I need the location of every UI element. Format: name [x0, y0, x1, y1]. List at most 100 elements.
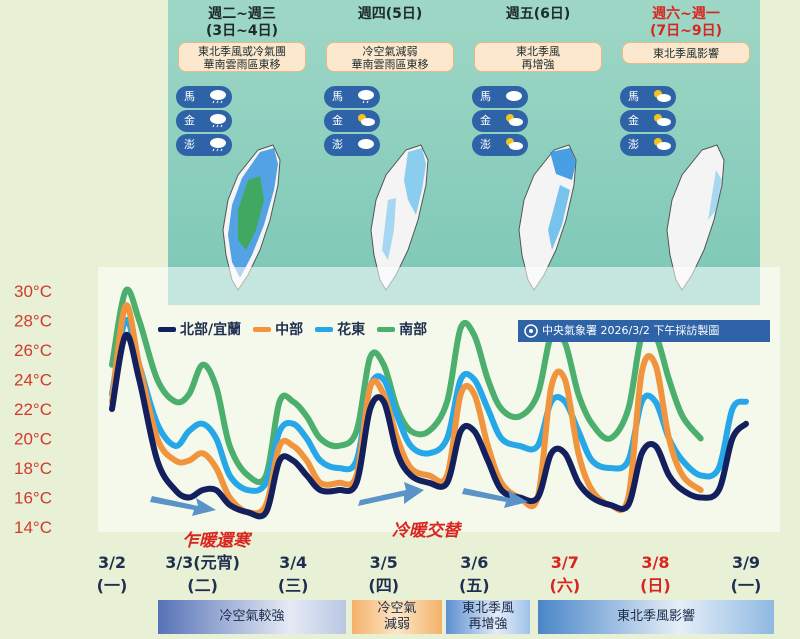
island-label: 馬	[480, 90, 491, 103]
island-penghu: 澎	[176, 134, 232, 156]
sun-cloud-icon	[504, 136, 524, 160]
desc-line2: 再增強	[521, 58, 555, 71]
island-kinmen: 金	[176, 110, 232, 132]
x-tick-day: (三)	[278, 576, 309, 595]
period-bar-4: 東北季風影響	[538, 600, 774, 634]
x-tick-day: (四)	[368, 576, 399, 595]
desc-line2: 華南雲雨區東移	[351, 58, 429, 71]
island-label: 馬	[184, 90, 195, 103]
island-label: 金	[332, 114, 343, 127]
source-text: 中央氣象署 2026/3/2 下午採訪製圖	[542, 324, 720, 337]
rain-cloud-icon	[208, 112, 228, 136]
y-tick-label: 22°C	[14, 400, 52, 419]
y-tick-label: 18°C	[14, 459, 52, 478]
x-tick-date: 3/9	[732, 553, 760, 572]
cloud-icon	[504, 88, 524, 112]
period-bar-2: 冷空氣 減弱	[352, 600, 442, 634]
island-matsu: 馬	[324, 86, 380, 108]
period-3: 週五(6日) 東北季風 再增強 馬 金 澎	[464, 0, 612, 305]
sun-cloud-icon	[652, 112, 672, 136]
island-penghu: 澎	[324, 134, 380, 156]
arrow-icon	[358, 482, 424, 506]
desc-line1: 東北季風影響	[653, 47, 719, 60]
desc-line2: 華南雲雨區東移	[203, 58, 281, 71]
legend-label: 中部	[275, 322, 304, 338]
cwa-logo-icon	[524, 324, 538, 346]
y-tick-label: 16°C	[14, 489, 52, 508]
x-tick-date: 3/5	[370, 553, 398, 572]
taiwan-map	[370, 144, 429, 291]
bar-label: 冷空氣	[377, 601, 417, 616]
y-tick-label: 24°C	[14, 371, 52, 390]
x-tick-day: (日)	[640, 576, 671, 595]
period-title: 週四(5日)	[316, 6, 464, 23]
period-title-line2: (3日~4日)	[205, 23, 278, 39]
period-bar-3: 東北季風 再增強	[446, 600, 530, 634]
legend-swatch	[158, 326, 176, 332]
island-kinmen: 金	[324, 110, 380, 132]
island-label: 金	[184, 114, 195, 127]
x-tick-date: 3/4	[279, 553, 307, 572]
taiwan-map	[222, 144, 281, 291]
rain-cloud-icon	[208, 88, 228, 112]
island-label: 金	[628, 114, 639, 127]
period-2: 週四(5日) 冷空氣減弱 華南雲雨區東移 馬 金 澎	[316, 0, 464, 305]
island-label: 馬	[628, 90, 639, 103]
legend-label: 南部	[399, 322, 428, 338]
period-4: 週六~週一 (7日~9日) 東北季風影響 馬 金 澎	[612, 0, 760, 305]
x-tick-day: (二)	[187, 576, 218, 595]
x-tick-day: (六)	[550, 576, 581, 595]
island-matsu: 馬	[472, 86, 528, 108]
period-bar-1: 冷空氣較強	[158, 600, 346, 634]
x-tick-date: 3/2	[98, 553, 126, 572]
legend-swatch	[253, 326, 272, 332]
sun-cloud-icon	[504, 112, 524, 136]
bar-label-line2: 減弱	[383, 617, 410, 632]
rain-cloud-icon	[208, 136, 228, 160]
y-tick-label: 26°C	[14, 341, 52, 360]
bar-label: 東北季風影響	[616, 609, 695, 624]
island-kinmen: 金	[620, 110, 676, 132]
desc-line1: 東北季風或冷氣團	[198, 45, 286, 58]
period-1: 週二~週三 (3日~4日) 東北季風或冷氣團 華南雲雨區東移 馬 金 澎	[168, 0, 316, 305]
source-credit: 中央氣象署 2026/3/2 下午採訪製圖	[518, 320, 770, 342]
period-description: 東北季風或冷氣團 華南雲雨區東移	[178, 42, 306, 72]
island-label: 馬	[332, 90, 343, 103]
bar-label: 東北季風	[461, 601, 514, 616]
period-description: 東北季風影響	[622, 42, 750, 64]
desc-line1: 冷空氣減弱	[362, 45, 418, 58]
x-tick-day: (五)	[459, 576, 490, 595]
desc-line1: 東北季風	[516, 45, 560, 58]
x-tick-day: (一)	[97, 576, 128, 595]
sun-cloud-icon	[652, 136, 672, 160]
note-left: 乍暖還寒	[182, 531, 250, 551]
island-label: 澎	[184, 138, 195, 151]
period-title-line1: 週四(5日)	[357, 6, 423, 22]
series-lines	[109, 286, 749, 520]
chart-legend: 北部/宜蘭 中部 花東 南部	[158, 318, 439, 340]
bar-label-line2: 再增強	[468, 617, 508, 632]
cloud-icon	[356, 136, 376, 160]
period-description: 東北季風 再增強	[474, 42, 602, 72]
x-tick-date: 3/7	[551, 553, 579, 572]
x-tick-date: 3/8	[641, 553, 669, 572]
legend-label: 北部/宜蘭	[180, 322, 242, 338]
y-tick-label: 30°C	[14, 282, 52, 301]
y-axis: 14°C 16°C 18°C 20°C 22°C 24°C 26°C 28°C 30°C	[14, 282, 52, 537]
island-label: 澎	[480, 138, 491, 151]
period-description: 冷空氣減弱 華南雲雨區東移	[326, 42, 454, 72]
legend-item-north: 北部/宜蘭	[158, 319, 241, 339]
x-tick-date: 3/3(元宵)	[165, 553, 240, 572]
island-label: 金	[480, 114, 491, 127]
y-tick-label: 28°C	[14, 312, 52, 331]
island-penghu: 澎	[620, 134, 676, 156]
island-label: 澎	[332, 138, 343, 151]
bar-label: 冷空氣較強	[219, 609, 285, 624]
arrow-icon	[462, 488, 528, 508]
period-title-line2: (7日~9日)	[649, 23, 722, 39]
sun-cloud-icon	[356, 112, 376, 136]
legend-item-east: 花東	[315, 319, 365, 339]
sun-cloud-icon	[652, 88, 672, 112]
period-title: 週二~週三 (3日~4日)	[168, 6, 316, 40]
